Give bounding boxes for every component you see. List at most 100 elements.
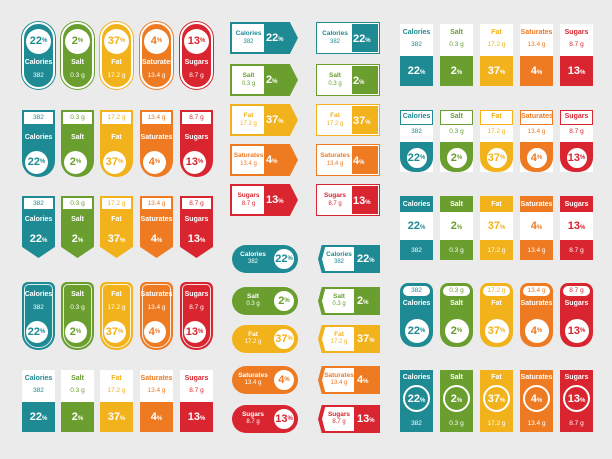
fat-percent-circle: 37% [272, 327, 296, 351]
hex-tag-saturates: Saturates 13.4 g 4% [318, 366, 380, 394]
fat-percent-square: 37% [352, 106, 378, 134]
fat-name: Fat [334, 331, 344, 338]
card-top-salt: Salt 0.3 g 2% [440, 24, 473, 86]
split-badge-calories: Calories 382 22% [22, 370, 55, 432]
saturates-percent-block: 4% [140, 402, 173, 432]
sugars-amount: 8.7 g [189, 304, 204, 311]
capsule-badge-salt: 2% Salt 0.3 g [61, 22, 94, 89]
fat-amount: 17.2 g [107, 304, 126, 311]
framed-badge-saturates: Saturates 13.4 g 4% [140, 282, 173, 350]
chevron-badge-salt: 0.3 g Salt 2% [61, 196, 94, 258]
salt-percent-circle: 2% [64, 321, 87, 343]
calories-amount: 382 [329, 39, 340, 45]
ribbon-card-sugars: Sugars 8.7 g 13% [560, 110, 593, 172]
calories-name-panel [232, 24, 264, 52]
calories-name: Calories [402, 374, 431, 381]
sugars-amount: 8.7 g [189, 72, 204, 79]
salt-percent-ring: 2% [443, 385, 470, 412]
arrow-flag-sugars: Sugars 8.7 g 13% [230, 184, 298, 216]
saturates-amount: 13.4 g [330, 380, 348, 386]
card-flag-fat: Fat 17.2 g 37% [316, 104, 380, 136]
card-top-saturates: Saturates 13.4 g 4% [520, 24, 553, 86]
saturates-percent-circle: 4% [524, 146, 549, 170]
saturates-amount: 13.4 g [527, 41, 546, 48]
fat-percent: 37% [487, 220, 506, 232]
band-card-saturates: Saturates 4% 13.4 g [520, 196, 553, 260]
framed-badge-salt: Salt 0.3 g 2% [61, 282, 94, 350]
salt-amount: 0.3 g [332, 301, 346, 307]
salt-amount: 0.3 g [70, 387, 85, 394]
fat-name: Fat [491, 300, 502, 307]
salt-percent-square: 2% [352, 66, 378, 94]
fat-percent-circle: 37% [103, 321, 126, 343]
card-top-sugars: Sugars 8.7 g 13% [560, 24, 593, 86]
calories-amount: 382 [33, 200, 44, 207]
ring-card-calories: Calories 22% 382 [400, 370, 433, 432]
fat-amount: 17.2 g [487, 287, 506, 294]
card-top-calories: Calories 382 22% [400, 24, 433, 86]
fat-percent: 37% [487, 393, 506, 405]
fat-percent-circle: 37% [103, 150, 126, 174]
fat-percent-block: 37% [100, 402, 133, 432]
sugars-percent: 13% [567, 65, 586, 77]
calories-name: Calories [24, 216, 53, 223]
ring-card-salt: Salt 2% 0.3 g [440, 370, 473, 432]
saturates-percent-square: 4% [352, 146, 378, 174]
pill-tag-saturates: Saturates 13.4 g 4% [232, 366, 298, 394]
sugars-percent: 13% [567, 393, 586, 405]
calories-amount: 382 [411, 41, 422, 48]
calories-name: Calories [24, 291, 53, 298]
saturates-percent: 4% [530, 393, 543, 405]
salt-name: Salt [71, 291, 84, 298]
sugars-percent-circle: 13% [183, 321, 206, 343]
salt-percent-block: 2% [440, 56, 473, 86]
salt-amount-box: 0.3 g [63, 112, 92, 126]
sugars-name: Sugars [564, 29, 589, 36]
saturates-ribbon: Saturates [520, 110, 553, 125]
saturates-percent: 4% [266, 154, 278, 166]
saturates-name: Saturates [238, 372, 268, 379]
calories-percent-circle: 22% [25, 150, 48, 174]
salt-amount: 0.3 g [246, 301, 260, 307]
pill-tag-sugars: Sugars 8.7 g 13% [232, 405, 298, 433]
framed-badge-fat: Fat 17.2 g 37% [100, 282, 133, 350]
fat-percent: 37% [357, 333, 375, 345]
sugars-name: Sugars [184, 59, 209, 66]
calories-amount: 382 [33, 304, 44, 311]
calories-amount: 382 [411, 420, 422, 427]
calories-percent-circle: 22% [26, 28, 51, 54]
saturates-amount: 13.4 g [527, 128, 546, 135]
band-card-salt: Salt 2% 0.3 g [440, 196, 473, 260]
split-badge-saturates: Saturates 13.4 g 4% [140, 370, 173, 432]
sugars-amount: 8.7 g [332, 419, 346, 425]
fat-name: Fat [248, 331, 258, 338]
sugars-percent: 13% [353, 195, 371, 207]
saturates-name: Saturates [140, 291, 173, 298]
sugars-name: Sugars [237, 192, 260, 199]
sugars-percent: 13% [187, 411, 206, 423]
salt-percent-circle: 2% [444, 146, 469, 170]
saturates-percent: 4% [530, 65, 543, 77]
fat-name: Fat [243, 112, 254, 119]
fat-inner-frame [102, 284, 131, 348]
saturates-amount: 13.4 g [244, 380, 262, 386]
saturates-inner-frame [142, 284, 171, 348]
calories-percent-ring: 22% [403, 385, 430, 412]
sugars-percent-block: 13% [180, 402, 213, 432]
framed-badge-sugars: Sugars 8.7 g 13% [180, 282, 213, 350]
calories-name: Calories [235, 30, 262, 37]
fat-percent: 37% [107, 411, 126, 423]
tab-badge-salt: 0.3 g Salt 2% [61, 110, 94, 177]
calories-percent-block: 22% [22, 402, 55, 432]
hex-tag-sugars: Sugars 8.7 g 13% [318, 405, 380, 433]
circle-card-calories: 382 Calories 22% [400, 283, 433, 347]
calories-name-panel [322, 247, 354, 271]
salt-name: Salt [71, 216, 84, 223]
calories-percent-circle: 22% [25, 321, 48, 343]
salt-percent: 2% [450, 220, 463, 232]
fat-name: Fat [491, 29, 502, 36]
framed-badge-calories: Calories 382 22% [22, 282, 55, 350]
fat-ribbon: Fat [480, 110, 513, 125]
arrow-flag-fat: Fat 17.2 g 37% [230, 104, 298, 136]
salt-name-panel [232, 66, 264, 94]
